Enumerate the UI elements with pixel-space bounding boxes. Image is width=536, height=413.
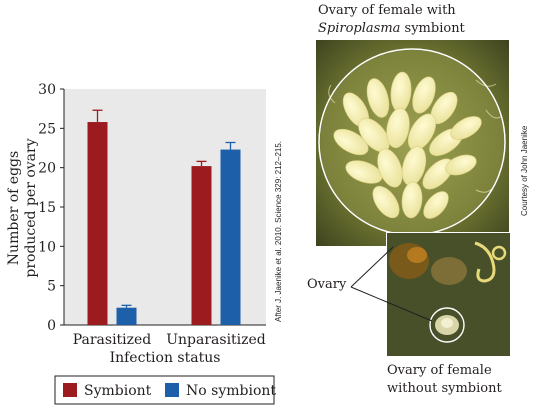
photo-bottom-caption: Ovary of female without symbiont: [387, 362, 502, 398]
bar: [191, 166, 212, 325]
y-tick-label: 25: [38, 121, 56, 137]
legend-label: Symbiont: [84, 383, 152, 399]
photo-top-caption: Ovary of female with Spiroplasma symbion…: [318, 2, 465, 38]
y-axis-title-line2: produced per ovary: [23, 138, 39, 277]
y-tick-label: 20: [38, 161, 56, 177]
legend-swatch: [63, 383, 77, 397]
x-tick-label: Unparasitized: [166, 332, 266, 348]
credit-left: After J. Jaenike et al. 2010. Science 32…: [274, 140, 283, 322]
y-tick-label: 0: [47, 318, 56, 334]
ovary-without-symbiont-photo: [386, 232, 511, 357]
photo-top-caption-line2: Spiroplasma symbiont: [318, 20, 465, 38]
x-axis-title: Infection status: [110, 350, 221, 366]
photo-bottom-caption-line1: Ovary of female: [387, 363, 492, 378]
ovary-without-symbiont-image: [387, 233, 510, 356]
legend-box: [54, 375, 275, 405]
photo-top-caption-rest: symbiont: [400, 21, 465, 36]
y-tick-label: 30: [38, 82, 56, 98]
legend-label: No symbiont: [186, 383, 276, 399]
photo-top-caption-line1: Ovary of female with: [318, 3, 456, 18]
legend-swatch: [165, 383, 179, 397]
photo-top-caption-genus: Spiroplasma: [318, 21, 401, 36]
bar: [87, 122, 108, 325]
y-tick-label: 15: [38, 200, 56, 216]
bar: [220, 149, 241, 325]
credit-right: Courtesy of John Jaenike: [520, 125, 529, 216]
y-tick-label: 10: [38, 239, 56, 255]
photo-bottom-caption-line2: without symbiont: [387, 381, 502, 396]
ovary-with-symbiont-photo: [316, 40, 509, 246]
y-axis-title-line1: Number of eggs: [6, 151, 22, 265]
bar: [116, 307, 137, 325]
ovary-label: Ovary: [307, 277, 347, 292]
y-tick-label: 5: [47, 279, 56, 295]
x-tick-label: Parasitized: [73, 332, 152, 348]
ovary-with-symbiont-image: [316, 40, 509, 246]
